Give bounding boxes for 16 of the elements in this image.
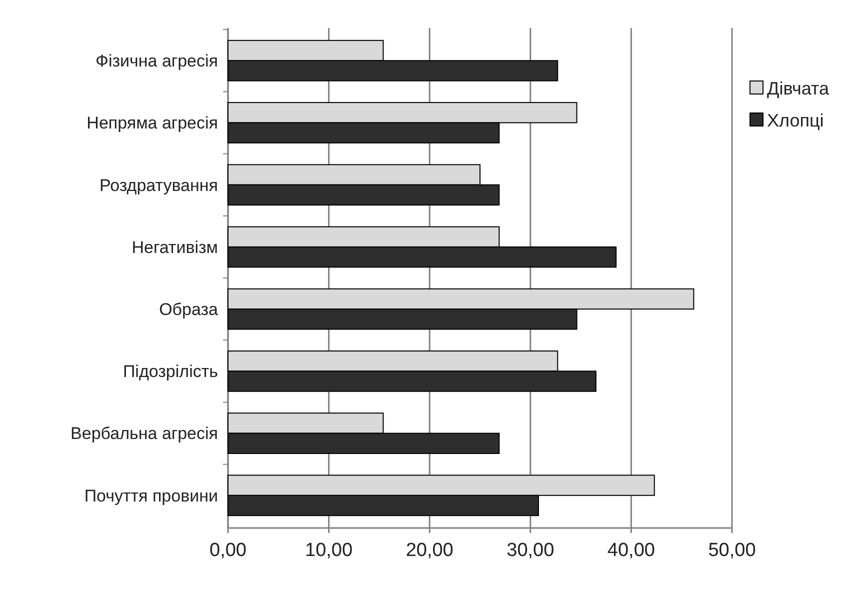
x-tick-label: 30,00	[506, 540, 554, 561]
legend-label: Дівчата	[767, 78, 830, 98]
y-tick-label: Роздратування	[100, 176, 218, 195]
y-tick-label: Фізична агресія	[96, 52, 218, 71]
x-tick-label: 0,00	[210, 540, 246, 561]
y-tick-label: Почуття провини	[84, 486, 218, 506]
x-tick-label: 50,00	[708, 540, 756, 561]
y-tick-label: Образа	[159, 300, 219, 320]
y-tick-label: Підозрілість	[122, 362, 218, 382]
y-tick-label: Негативізм	[132, 238, 218, 257]
x-tick-label: 40,00	[607, 540, 655, 561]
x-tick-label: 20,00	[406, 540, 454, 561]
legend-label: Хлопці	[767, 110, 824, 130]
y-tick-label: Вербальна агресія	[70, 424, 218, 444]
x-tick-label: 10,00	[305, 540, 353, 561]
y-tick-label: Непряма агресія	[86, 114, 218, 133]
